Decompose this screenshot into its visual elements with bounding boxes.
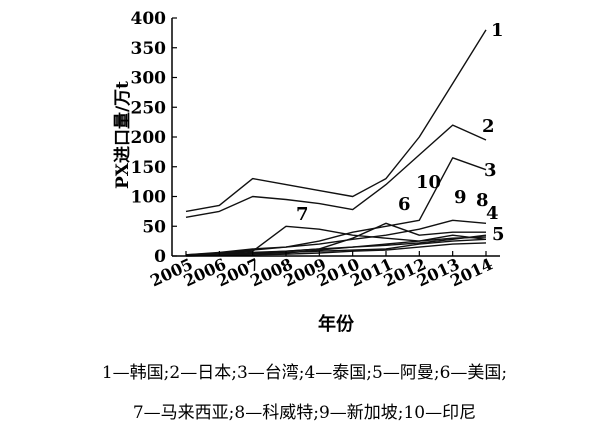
series-line-9 [185,222,486,257]
y-tick-label: 0 [154,247,166,267]
series-label-9: 9 [454,187,467,208]
y-tick-label: 200 [131,128,167,148]
x-axis-label: 年份 [318,313,355,335]
series-label-5: 5 [492,224,505,245]
series-line-2 [185,124,487,218]
y-tick-label: 250 [131,98,167,118]
series-line-10 [185,242,487,257]
series-label-7: 7 [296,204,309,225]
series-line-7 [185,225,487,257]
y-tick-label: 400 [131,9,167,29]
y-tick-label: 150 [131,158,167,178]
y-tick-label: 100 [131,188,167,208]
series-label-2: 2 [482,116,495,137]
series-label-8: 8 [476,190,489,211]
legend-line-1: 1—韩国;2—日本;3—台湾;4—泰国;5—阿曼;6—美国; [101,363,508,383]
series-line-1 [185,29,487,213]
legend-line-2: 7—马来西亚;8—科威特;9—新加坡;10—印尼 [132,403,477,423]
y-tick-label: 350 [131,39,167,59]
y-tick-label: 50 [142,217,166,237]
series-line-4 [185,219,487,256]
series-line-3 [185,157,487,256]
series-label-6: 6 [398,194,411,215]
series-label-3: 3 [484,160,497,181]
series-label-10: 10 [416,172,441,193]
series-lines [185,29,487,257]
y-axis-label: PX进口量/万t [112,81,133,189]
y-tick-label: 300 [131,69,167,89]
series-label-4: 4 [486,203,499,224]
y-ticks: 0 50 100 150 200 250 300 350 400 [131,9,177,267]
series-label-1: 1 [491,20,504,41]
px-import-line-chart: 0 50 100 150 200 250 300 350 400 200520062007200… [112,9,505,335]
